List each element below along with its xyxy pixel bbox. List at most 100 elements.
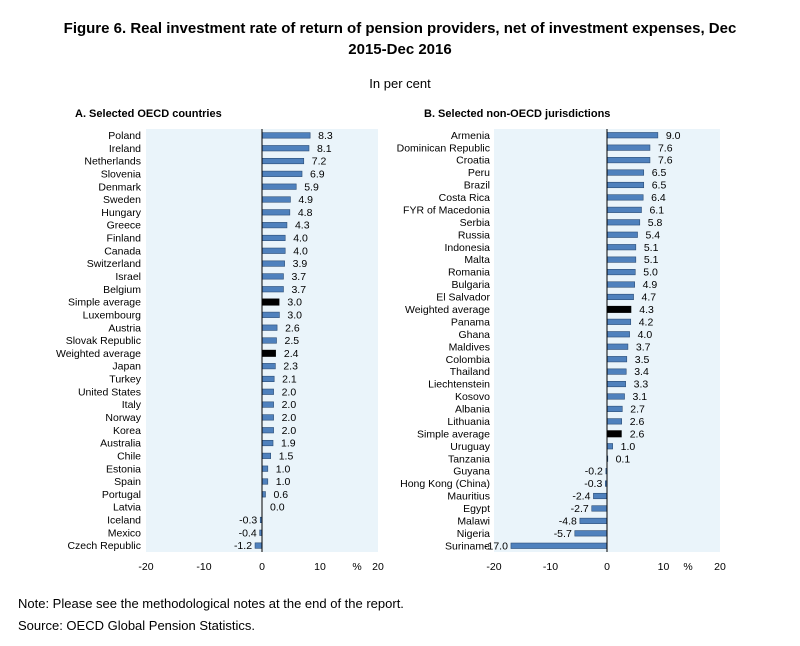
data-label: 4.0: [293, 245, 308, 257]
data-label: 3.7: [291, 284, 306, 296]
category-label: Latvia: [113, 502, 141, 514]
bar: [261, 132, 311, 139]
bar: [606, 331, 630, 338]
category-label: Chile: [117, 450, 141, 462]
data-label: 1.5: [279, 450, 294, 462]
category-label: FYR of Macedonia: [403, 204, 490, 216]
data-label: 7.2: [312, 156, 327, 168]
bar: [261, 388, 274, 395]
data-label: 3.7: [291, 271, 306, 283]
bar: [261, 414, 274, 421]
data-label: 2.0: [282, 399, 297, 411]
x-tick-label: 0: [259, 561, 265, 573]
category-label: Japan: [112, 361, 141, 373]
category-label: Maldives: [449, 341, 490, 353]
data-label: -0.4: [239, 527, 257, 539]
category-label: Denmark: [98, 181, 141, 193]
bar: [261, 439, 274, 447]
x-tick-label: 20: [372, 561, 384, 573]
category-label: Hungary: [101, 207, 141, 219]
category-label: Iceland: [107, 515, 141, 527]
data-label: 8.3: [318, 130, 333, 142]
data-label: 3.0: [287, 297, 302, 309]
chart-panel-b: Armenia 9.0 Dominican Republic 7.6 Croatia 7.…: [397, 129, 726, 573]
bar: [606, 405, 623, 412]
x-tick-label: 10: [314, 561, 326, 573]
category-label: Netherlands: [84, 156, 141, 168]
data-label: 6.4: [651, 192, 666, 204]
category-label: Guyana: [453, 466, 490, 478]
x-unit-label: %: [683, 561, 692, 573]
bar: [606, 380, 626, 388]
data-label: 5.1: [644, 242, 659, 254]
category-label: Kosovo: [455, 391, 490, 403]
data-label: 2.3: [283, 361, 298, 373]
bar: [261, 363, 276, 370]
data-label: 2.4: [284, 348, 299, 360]
data-label: 3.4: [634, 366, 649, 378]
chart-panel-a: Poland 8.3 Ireland 8.1 Netherlands 7.2 Sloveni…: [56, 129, 384, 573]
category-label: Liechtenstein: [428, 379, 490, 391]
category-label: Israel: [115, 271, 141, 283]
category-label: Malawi: [457, 515, 490, 527]
category-label: Slovak Republic: [66, 335, 141, 347]
category-label: Sweden: [103, 194, 141, 206]
data-label: 9.0: [666, 130, 681, 142]
category-label: Hong Kong (China): [400, 478, 490, 490]
category-label: Belgium: [103, 284, 141, 296]
category-label: Poland: [108, 130, 141, 142]
category-label: Australia: [100, 438, 141, 450]
bar: [261, 452, 271, 459]
x-tick-label: 10: [658, 561, 670, 573]
data-label: -2.4: [572, 491, 590, 503]
data-label: 0.0: [270, 502, 285, 514]
data-label: 4.7: [642, 292, 657, 304]
data-label: 2.0: [282, 386, 297, 398]
data-label: 1.0: [621, 441, 636, 453]
bar: [606, 281, 635, 288]
category-label: Korea: [113, 425, 141, 437]
chart-canvas: Poland 8.3 Ireland 8.1 Netherlands 7.2 Sloveni…: [56, 129, 726, 573]
category-label: Spain: [114, 476, 141, 488]
figure-subtitle: In per cent: [369, 76, 431, 91]
bar: [261, 324, 278, 331]
category-label: Switzerland: [87, 258, 141, 270]
bar: [261, 401, 274, 408]
bar: [261, 427, 274, 434]
bar: [579, 517, 608, 524]
bar: [261, 222, 288, 229]
data-label: 2.6: [630, 416, 645, 428]
category-label: Weighted average: [56, 348, 141, 360]
bar: [261, 465, 269, 472]
category-label: Peru: [468, 167, 490, 179]
x-tick-label: -10: [543, 561, 558, 573]
category-label: United States: [78, 386, 141, 398]
bar: [261, 273, 284, 280]
data-label: 3.9: [293, 258, 308, 270]
bar: [261, 170, 303, 177]
data-label: 1.0: [276, 463, 291, 475]
data-label: 4.3: [639, 304, 654, 316]
source-note: Source: OECD Global Pension Statistics.: [18, 618, 255, 633]
bar: [606, 181, 645, 189]
bar: [607, 305, 632, 313]
bar: [606, 132, 659, 139]
bar: [607, 430, 622, 438]
data-label: 4.8: [298, 207, 313, 219]
category-label: Romania: [448, 267, 490, 279]
bar: [261, 286, 284, 293]
category-label: Luxembourg: [83, 309, 142, 321]
data-label: 0.6: [273, 489, 288, 501]
category-label: Indonesia: [444, 242, 490, 254]
data-label: -17.0: [484, 540, 508, 552]
category-label: Albania: [455, 404, 490, 416]
x-tick-label: -20: [486, 561, 501, 573]
bar: [261, 234, 286, 242]
data-label: 2.0: [282, 425, 297, 437]
category-label: Egypt: [463, 503, 490, 515]
data-label: 2.6: [630, 428, 645, 440]
category-label: Mauritius: [447, 491, 490, 503]
bar: [261, 375, 275, 383]
x-tick-label: 0: [604, 561, 610, 573]
category-label: Armenia: [451, 130, 490, 142]
